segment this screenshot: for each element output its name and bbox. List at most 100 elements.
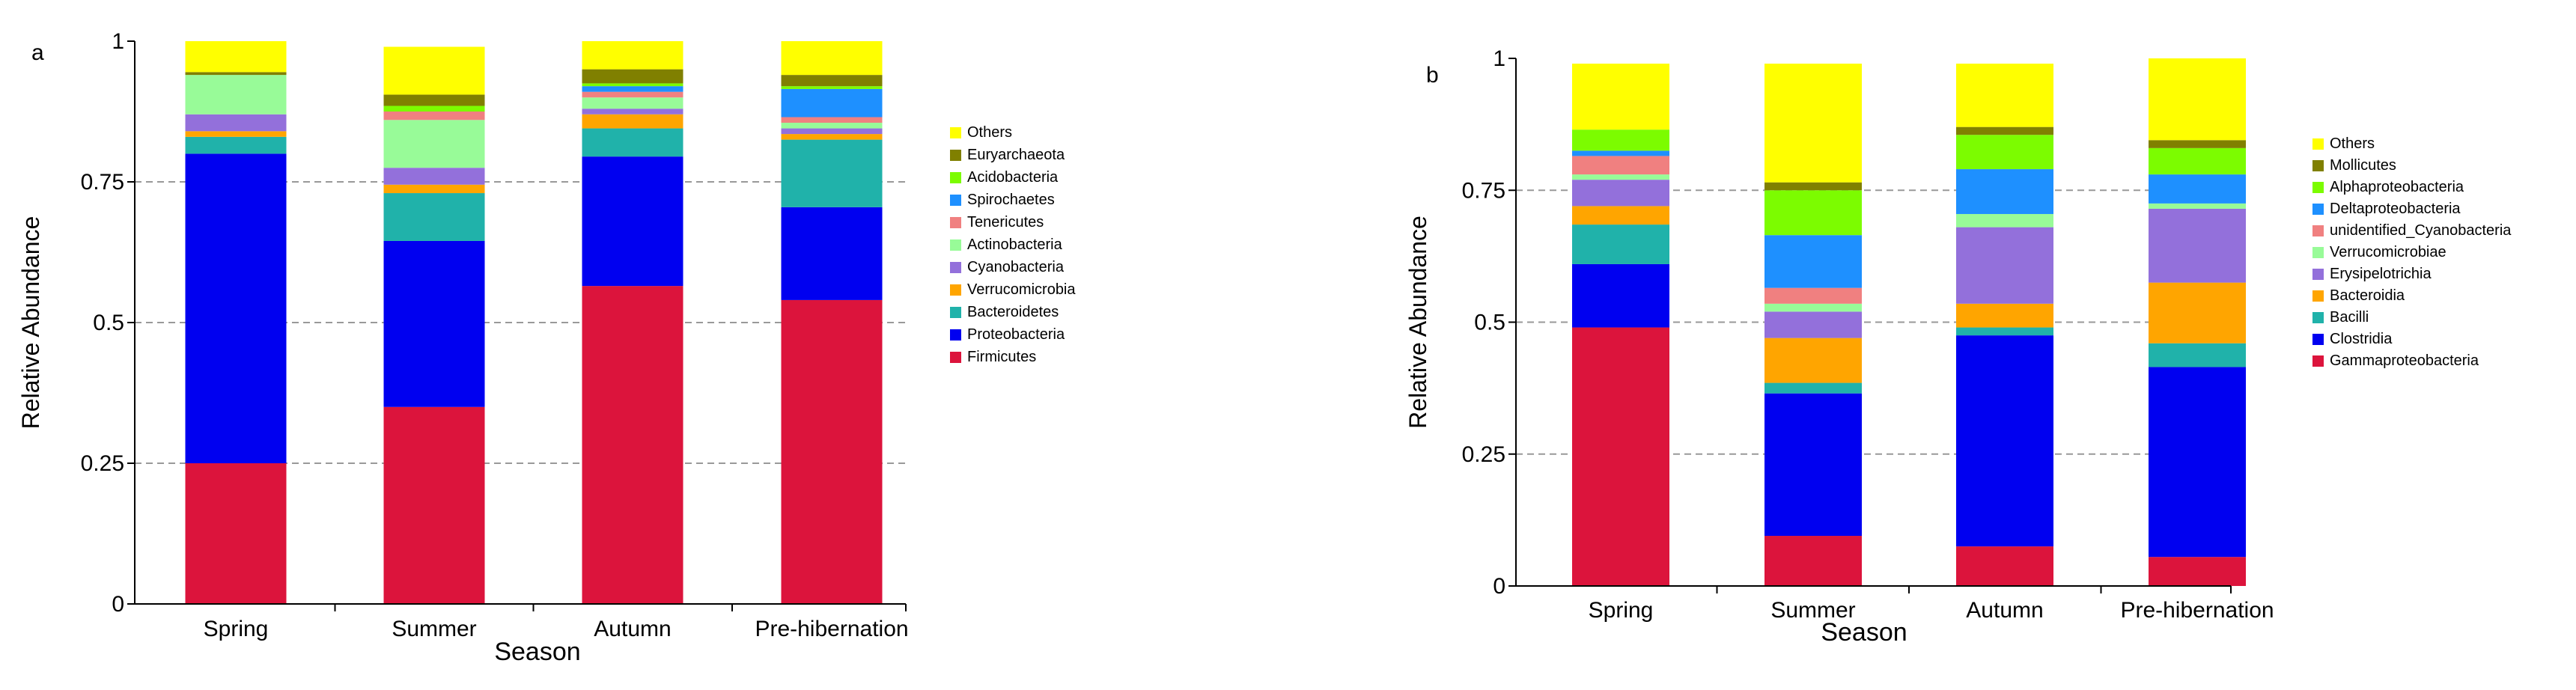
bar-stack-summer bbox=[383, 46, 485, 604]
bar-segment-bacteroidetes bbox=[781, 139, 883, 207]
bar-segment-clostridia bbox=[1956, 335, 2053, 547]
bar-segment-deltaproteobacteria bbox=[2149, 174, 2246, 204]
bar-segment-euryarchaeota bbox=[383, 94, 485, 106]
legend-label: Bacteroidia bbox=[2330, 287, 2405, 304]
y-tick-label: 0 bbox=[112, 592, 124, 617]
legend-swatch bbox=[2312, 312, 2324, 323]
bar-segment-proteobacteria bbox=[185, 153, 287, 463]
legend: Others Euryarchaeota Acidobacteria Spirocha… bbox=[950, 124, 1076, 365]
bar-segment-spirochaetes bbox=[582, 86, 683, 92]
bar-segment-tenericutes bbox=[383, 112, 485, 120]
legend-swatch bbox=[950, 172, 961, 183]
bar-segment-verrucomicrobiae bbox=[1764, 303, 1862, 312]
y-tick-label: 0.75 bbox=[81, 170, 124, 195]
chart-panel-b: b 0 0.25 0.5 0.75 1 Spring Summer Autumn Pre-hibe… bbox=[1404, 46, 2512, 647]
legend-item: Deltaproteobacteria bbox=[2312, 201, 2461, 217]
legend-swatch bbox=[2312, 355, 2324, 367]
legend-swatch bbox=[950, 262, 961, 273]
bar-segment-bacteroidia bbox=[1956, 303, 2053, 328]
bar-segment-erysipelotrichia bbox=[1764, 311, 1862, 338]
legend-label: Erysipelotrichia bbox=[2330, 266, 2432, 282]
bar-segment-proteobacteria bbox=[781, 207, 883, 300]
legend-label: Verrucomicrobia bbox=[967, 281, 1076, 298]
legend-item: Gammaproteobacteria bbox=[2312, 352, 2479, 369]
legend-item: Actinobacteria bbox=[950, 236, 1063, 253]
bar-segment-alphaproteobacteria bbox=[1956, 135, 2053, 170]
legend-item: Cyanobacteria bbox=[950, 259, 1065, 275]
bar-segment-bacteroidia bbox=[2149, 282, 2246, 344]
legend-item: Bacteroidetes bbox=[950, 304, 1059, 320]
bar-segment-tenericutes bbox=[582, 91, 683, 98]
bar-segment-verrucomicrobia bbox=[781, 134, 883, 140]
legend-item: Firmicutes bbox=[950, 349, 1036, 365]
legend-item: Verrucomicrobia bbox=[950, 281, 1076, 298]
legend-label: Acidobacteria bbox=[967, 169, 1059, 186]
legend-label: Firmicutes bbox=[967, 349, 1036, 365]
x-axis-title: Season bbox=[494, 638, 580, 666]
legend-item: unidentified_Cyanobacteria bbox=[2312, 222, 2512, 239]
legend-item: Acidobacteria bbox=[950, 169, 1059, 186]
bar-segment-erysipelotrichia bbox=[1956, 227, 2053, 304]
bar-stack-spring bbox=[185, 41, 287, 604]
legend-item: Proteobacteria bbox=[950, 326, 1065, 343]
bar-segment-verrucomicrobia bbox=[383, 184, 485, 194]
legend-item: Mollicutes bbox=[2312, 157, 2396, 174]
legend-label: Mollicutes bbox=[2330, 157, 2396, 174]
bar-segment-actinobacteria bbox=[582, 97, 683, 109]
bar-stack-spring bbox=[1572, 64, 1669, 586]
legend-swatch bbox=[950, 150, 961, 161]
legend-label: Euryarchaeota bbox=[967, 147, 1065, 163]
bar-segment-others bbox=[185, 41, 287, 73]
bar-segment-others bbox=[383, 46, 485, 95]
bar-stack-autumn bbox=[1956, 64, 2053, 586]
bar-segment-bacilli bbox=[1764, 382, 1862, 394]
legend-label: Spirochaetes bbox=[967, 192, 1055, 208]
y-tick-label: 0.75 bbox=[1462, 178, 1505, 203]
legend-item: Others bbox=[2312, 135, 2375, 152]
bar-segment-cyanobacteria bbox=[781, 128, 883, 135]
y-tick-label: 0 bbox=[1493, 574, 1505, 599]
bar-segment-bacteroidetes bbox=[582, 128, 683, 157]
bar-segment-others bbox=[2149, 58, 2246, 141]
bar-segment-alphaproteobacteria bbox=[1572, 129, 1669, 151]
bar-segment-clostridia bbox=[1572, 263, 1669, 328]
bar-segment-proteobacteria bbox=[582, 156, 683, 287]
legend-label: Cyanobacteria bbox=[967, 259, 1065, 275]
bar-segment-actinobacteria bbox=[383, 120, 485, 168]
y-tick-label: 0.5 bbox=[93, 311, 124, 335]
legend-label: Verrucomicrobiae bbox=[2330, 244, 2446, 260]
legend-label: Tenericutes bbox=[967, 214, 1044, 230]
x-tick-label: Pre-hibernation bbox=[2120, 598, 2274, 623]
legend-label: Gammaproteobacteria bbox=[2330, 352, 2479, 369]
legend-swatch bbox=[950, 352, 961, 363]
x-tick-label: Spring bbox=[204, 617, 269, 641]
panel-label: b bbox=[1426, 63, 1439, 88]
x-tick-label: Autumn bbox=[594, 617, 671, 641]
bar-segment-acidobacteria bbox=[582, 83, 683, 87]
legend-swatch bbox=[2312, 247, 2324, 258]
x-tick-label: Autumn bbox=[1966, 598, 2043, 623]
legend-item: Tenericutes bbox=[950, 214, 1044, 230]
bar-segment-mollicutes bbox=[2149, 140, 2246, 148]
legend-item: Bacteroidia bbox=[2312, 287, 2405, 304]
y-tick-label: 0.5 bbox=[1474, 311, 1505, 335]
legend-label: Deltaproteobacteria bbox=[2330, 201, 2461, 217]
legend-swatch bbox=[2312, 290, 2324, 302]
bar-segment-acidobacteria bbox=[383, 106, 485, 112]
x-tick-label: Pre-hibernation bbox=[755, 617, 908, 641]
bar-segment-alphaproteobacteria bbox=[1764, 190, 1862, 236]
y-tick-label: 0.25 bbox=[81, 451, 124, 476]
bar-segment-gammaproteobacteria bbox=[2149, 557, 2246, 586]
x-axis-title: Season bbox=[1821, 618, 1907, 647]
y-tick-label: 1 bbox=[112, 29, 124, 54]
bar-segment-deltaproteobacteria bbox=[1572, 150, 1669, 156]
bar-stack-autumn bbox=[582, 41, 683, 604]
bar-segment-acidobacteria bbox=[781, 86, 883, 89]
legend-label: Others bbox=[2330, 135, 2375, 152]
bar-segment-deltaproteobacteria bbox=[1956, 169, 2053, 214]
legend-swatch bbox=[950, 329, 961, 341]
legend-item: Erysipelotrichia bbox=[2312, 266, 2432, 282]
bar-segment-verrucomicrobia bbox=[185, 131, 287, 137]
bar-segment-euryarchaeota bbox=[185, 72, 287, 76]
